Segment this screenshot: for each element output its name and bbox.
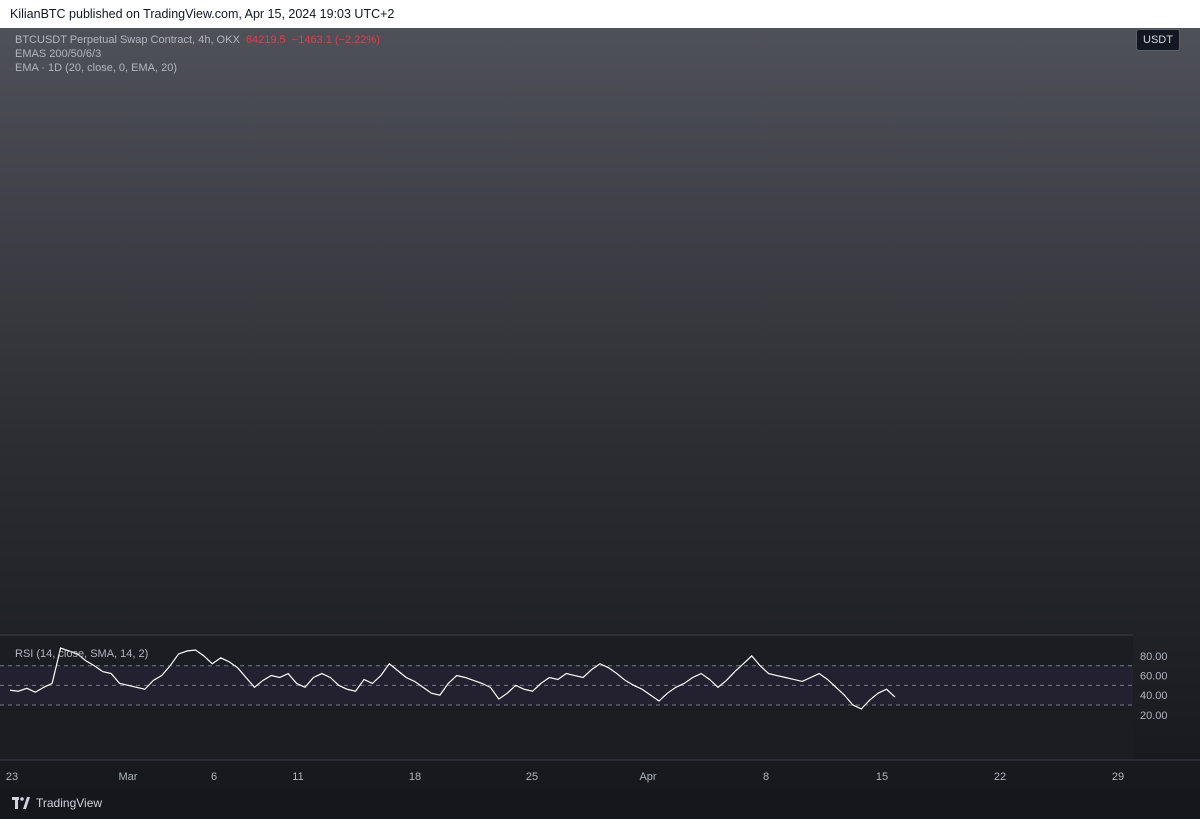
rsi-axis-tick: 80.00 [1140,651,1168,663]
tradingview-logo-icon [12,797,30,809]
publisher-bar: KilianBTC published on TradingView.com, … [0,0,1200,28]
time-axis-tick: 25 [526,771,538,783]
time-axis-tick: Apr [639,771,656,783]
legend-change: −1463.1 (−2.22%) [291,34,380,46]
publisher-text: KilianBTC published on TradingView.com, … [10,7,395,21]
rsi-axis-tick: 60.00 [1140,671,1168,683]
legend-symbol-row: BTCUSDT Perpetual Swap Contract, 4h, OKX… [15,34,380,46]
rsi-line [9,647,896,710]
footer-bar [0,790,1200,819]
brand: TradingView [12,796,102,810]
legend-emas[interactable]: EMAS 200/50/6/3 [15,48,102,60]
rsi-pane-background [0,636,1133,760]
time-axis-tick: 6 [211,771,217,783]
legend-symbol: BTCUSDT Perpetual Swap Contract, 4h, OKX [15,34,240,46]
legend-rsi[interactable]: RSI (14, close, SMA, 14, 2) [15,648,149,660]
time-axis-tick: 8 [763,771,769,783]
legend-last-value: 64219.5 [245,34,286,46]
time-axis-tick: Mar [119,771,138,783]
price-chart[interactable]: 54 000.056 000.058 000.060 000.062 000.0… [0,28,1200,790]
rsi-axis-tick: 20.00 [1140,710,1168,722]
time-axis-tick: 18 [409,771,421,783]
time-axis-tick: 29 [1112,771,1124,783]
time-axis-tick: 23 [6,771,18,783]
rsi-axis-tick: 40.00 [1140,690,1168,702]
time-axis-tick: 22 [994,771,1006,783]
currency-button[interactable]: USDT [1136,29,1180,51]
legend-ema-1d[interactable]: EMA · 1D (20, close, 0, EMA, 20) [15,62,178,74]
brand-name: TradingView [36,796,103,810]
time-axis-tick: 15 [876,771,888,783]
time-axis-tick: 11 [292,771,303,783]
